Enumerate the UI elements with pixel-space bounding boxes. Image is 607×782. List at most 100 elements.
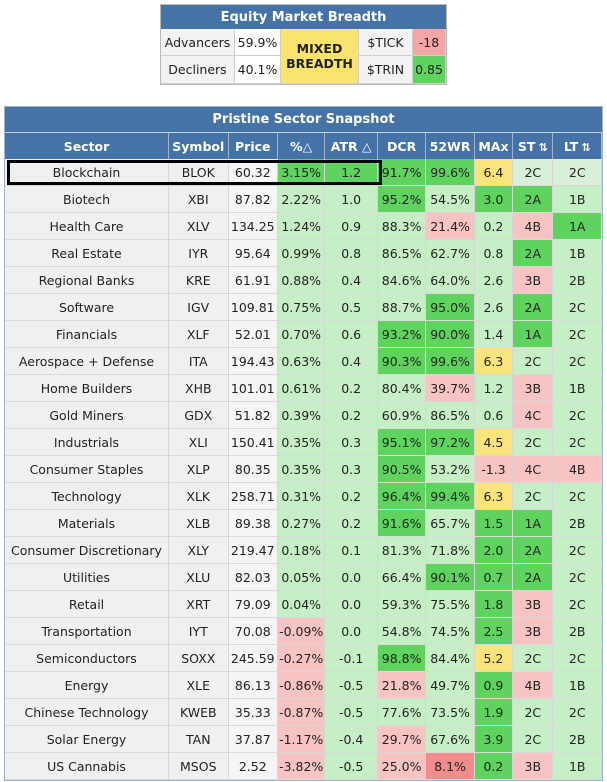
col-sector[interactable]: Sector — [5, 133, 169, 159]
cell-price: 194.43 — [228, 347, 279, 375]
table-row[interactable]: Biotech XBI 87.82 2.22% 1.0 95.2% 54.5% 3.0 2A 1B — [5, 185, 602, 213]
cell-52wr: 90.1% — [425, 563, 475, 591]
table-row[interactable]: Consumer Staples XLP 80.35 0.35% 0.3 90.5% 53.… — [5, 455, 602, 483]
table-row[interactable]: Gold Miners GDX 51.82 0.39% 0.2 60.9% 86.5% 0.6… — [5, 401, 602, 429]
table-row[interactable]: Consumer Discretionary XLY 219.47 0.18% 0.1 8… — [5, 536, 602, 564]
cell-dcr: 91.6% — [377, 509, 427, 537]
cell-lt: 1B — [552, 374, 602, 402]
cell-sector: Materials — [5, 509, 169, 537]
cell-st: 1A — [512, 509, 554, 537]
cell-symbol: XLY — [168, 536, 229, 564]
table-row[interactable]: Chinese Technology KWEB 35.33 -0.87% -0.5 77.… — [5, 698, 602, 726]
cell-dcr: 29.7% — [377, 725, 427, 753]
cell-sector: Retail — [5, 590, 169, 618]
snapshot-title: Pristine Sector Snapshot — [5, 107, 602, 133]
table-row[interactable]: Blockchain BLOK 60.32 3.15% 1.2 91.7% 99.6% 6.4… — [5, 159, 602, 186]
table-row[interactable]: Health Care XLV 134.25 1.24% 0.9 88.3% 21.4% 0.… — [5, 212, 602, 240]
decliners-value: 40.1% — [235, 56, 281, 84]
table-row[interactable]: Home Builders XHB 101.01 0.61% 0.2 80.4% 39.7%… — [5, 374, 602, 402]
cell-52wr: 62.7% — [425, 239, 475, 267]
col-st[interactable]: ST ⇅ — [512, 133, 554, 159]
cell-st: 2C — [512, 159, 554, 186]
col-max[interactable]: MAx — [474, 133, 514, 159]
cell-lt: 2C — [552, 320, 602, 348]
tick-value: -18 — [413, 29, 446, 56]
cell-atr-change: -0.5 — [324, 752, 378, 780]
col-52wr[interactable]: 52WR — [425, 133, 475, 159]
cell-atr-change: 0.3 — [324, 428, 378, 456]
table-row[interactable]: Software IGV 109.81 0.75% 0.5 88.7% 95.0% 2.6 2A… — [5, 293, 602, 321]
cell-sector: Financials — [5, 320, 169, 348]
table-row[interactable]: Transportation IYT 70.08 -0.09% 0.0 54.8% 74.5… — [5, 617, 602, 645]
col-price[interactable]: Price — [228, 133, 279, 159]
cell-symbol: KRE — [168, 266, 229, 294]
cell-atr-change: 0.3 — [324, 455, 378, 483]
cell-pct-change: 0.04% — [277, 590, 326, 618]
sort-icon[interactable]: ⇅ — [538, 140, 548, 154]
cell-max: 0.7 — [474, 563, 514, 591]
cell-symbol: XLK — [168, 482, 229, 510]
col-symbol[interactable]: Symbol — [168, 133, 229, 159]
cell-52wr: 21.4% — [425, 212, 475, 240]
cell-atr-change: 0.0 — [324, 563, 378, 591]
table-row[interactable]: Aerospace + Defense ITA 194.43 0.63% 0.4 90.3… — [5, 347, 602, 375]
table-row[interactable]: Industrials XLI 150.41 0.35% 0.3 95.1% 97.2% 4.… — [5, 428, 602, 456]
cell-max: 0.6 — [474, 401, 514, 429]
col-dcr[interactable]: DCR — [377, 133, 427, 159]
sector-table: Sector Symbol Price %△ ATR △ DCR 52WR MA… — [5, 133, 602, 780]
table-row[interactable]: Utilities XLU 82.03 0.05% 0.0 66.4% 90.1% 0.7 2A… — [5, 563, 602, 591]
cell-atr-change: 0.0 — [324, 617, 378, 645]
cell-st: 4C — [512, 455, 554, 483]
cell-pct-change: -0.87% — [277, 698, 326, 726]
table-header-row: Sector Symbol Price %△ ATR △ DCR 52WR MA… — [5, 133, 602, 159]
table-row[interactable]: Energy XLE 86.13 -0.86% -0.5 21.8% 49.7% 0.9 4B 1… — [5, 671, 602, 699]
cell-price: 109.81 — [228, 293, 279, 321]
cell-sector: Utilities — [5, 563, 169, 591]
cell-sector: US Cannabis — [5, 752, 169, 780]
cell-symbol: IYR — [168, 239, 229, 267]
cell-atr-change: 0.8 — [324, 239, 378, 267]
table-row[interactable]: Regional Banks KRE 61.91 0.88% 0.4 84.6% 64.0%… — [5, 266, 602, 294]
table-row[interactable]: Real Estate IYR 95.64 0.99% 0.8 86.5% 62.7% 0.8… — [5, 239, 602, 267]
cell-price: 219.47 — [228, 536, 279, 564]
sector-snapshot-panel: Pristine Sector Snapshot Sector Symbol P… — [4, 106, 603, 781]
cell-dcr: 93.2% — [377, 320, 427, 348]
cell-dcr: 95.2% — [377, 185, 427, 213]
cell-symbol: XBI — [168, 185, 229, 213]
cell-52wr: 97.2% — [425, 428, 475, 456]
cell-symbol: KWEB — [168, 698, 229, 726]
cell-price: 89.38 — [228, 509, 279, 537]
col-atr-change[interactable]: ATR △ — [324, 133, 378, 159]
table-row[interactable]: Materials XLB 89.38 0.27% 0.2 91.6% 65.7% 1.5 1A… — [5, 509, 602, 537]
table-row[interactable]: Semiconductors SOXX 245.59 -0.27% -0.1 98.8% 8… — [5, 644, 602, 672]
cell-price: 51.82 — [228, 401, 279, 429]
cell-st: 2A — [512, 536, 554, 564]
cell-pct-change: 2.22% — [277, 185, 326, 213]
advancers-value: 59.9% — [235, 29, 281, 56]
table-row[interactable]: Retail XRT 79.09 0.04% 0.0 59.3% 75.5% 1.8 3B 2C — [5, 590, 602, 618]
cell-dcr: 59.3% — [377, 590, 427, 618]
col-pct-change[interactable]: %△ — [277, 133, 326, 159]
table-row[interactable]: Solar Energy TAN 37.87 -1.17% -0.4 29.7% 67.6%… — [5, 725, 602, 753]
table-row[interactable]: Financials XLF 52.01 0.70% 0.6 93.2% 90.0% 1.4 1… — [5, 320, 602, 348]
cell-dcr: 86.5% — [377, 239, 427, 267]
cell-52wr: 90.0% — [425, 320, 475, 348]
cell-price: 150.41 — [228, 428, 279, 456]
table-row[interactable]: Technology XLK 258.71 0.31% 0.2 96.4% 99.4% 6.3… — [5, 482, 602, 510]
sort-icon[interactable]: ⇅ — [581, 140, 591, 154]
cell-sector: Biotech — [5, 185, 169, 213]
cell-price: 258.71 — [228, 482, 279, 510]
tick-label: $TICK — [359, 29, 413, 56]
col-lt-label: LT — [563, 138, 579, 154]
cell-st: 3B — [512, 752, 554, 780]
cell-st: 2A — [512, 293, 554, 321]
cell-price: 70.08 — [228, 617, 279, 645]
table-row[interactable]: US Cannabis MSOS 2.52 -3.82% -0.5 25.0% 8.1% 0.… — [5, 752, 602, 780]
col-lt[interactable]: LT ⇅ — [552, 133, 602, 159]
cell-max: 2.0 — [474, 536, 514, 564]
cell-52wr: 99.4% — [425, 482, 475, 510]
cell-sector: Industrials — [5, 428, 169, 456]
cell-atr-change: 0.2 — [324, 509, 378, 537]
cell-max: 0.8 — [474, 239, 514, 267]
cell-sector: Gold Miners — [5, 401, 169, 429]
